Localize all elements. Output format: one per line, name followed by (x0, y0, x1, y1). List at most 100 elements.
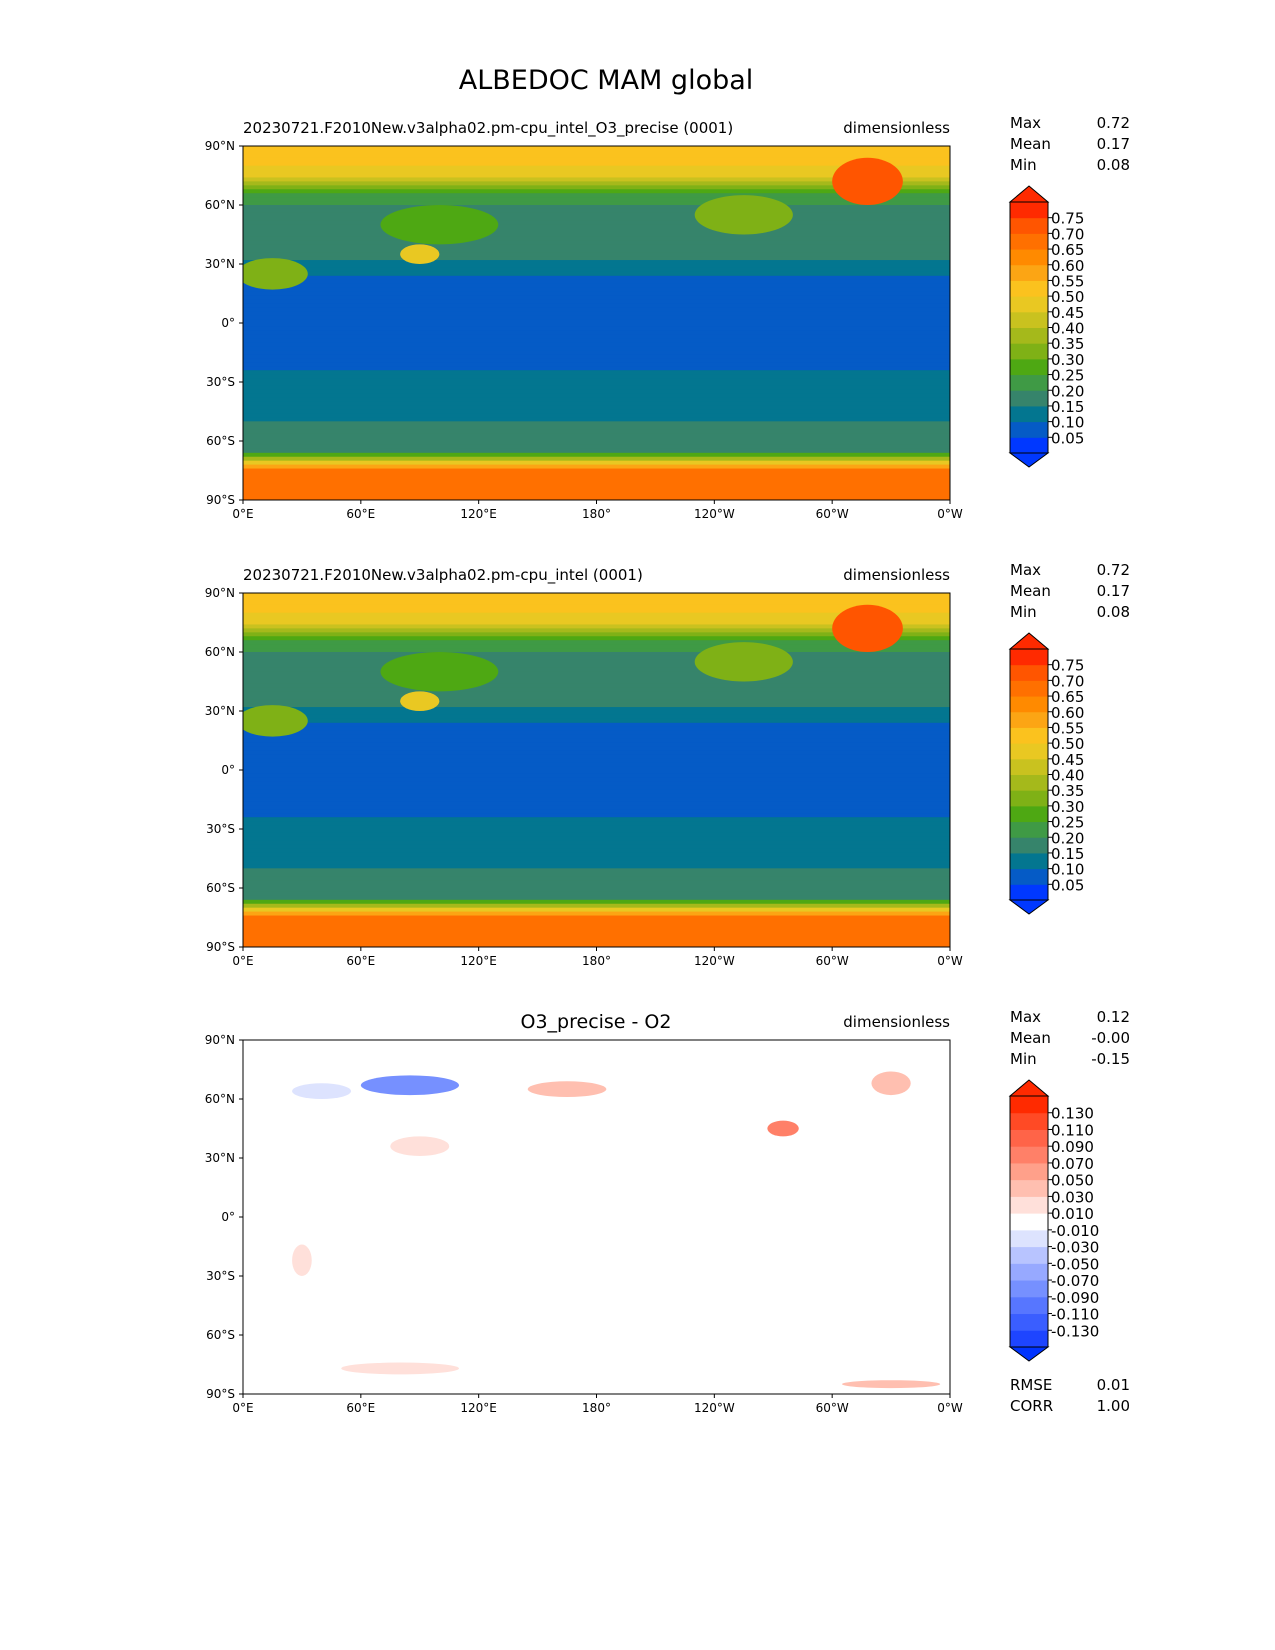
colorbar-swatch (1010, 1096, 1048, 1114)
field-band (243, 393, 950, 399)
field-band (243, 1220, 950, 1226)
colorbar-swatch (1010, 1330, 1048, 1348)
field-band (243, 350, 950, 355)
field-band (243, 899, 950, 905)
field-band (243, 1350, 950, 1356)
field-band (243, 1154, 950, 1159)
stat-label: Max (1010, 114, 1041, 132)
field-band (243, 303, 950, 308)
stat-label: CORR (1010, 1397, 1053, 1415)
field-band (243, 1315, 950, 1320)
field-band (243, 1272, 950, 1277)
field-band (243, 244, 950, 249)
colorbar-swatch (1010, 1229, 1048, 1248)
field-band (243, 1161, 950, 1167)
field-band (243, 193, 950, 198)
field-anomaly (390, 1136, 450, 1157)
map-panel-3: 0°E 60°E 120°E 180° 120°W 60°W 0°W 90°N 60°N 30°N… (205, 1008, 1130, 1415)
field-band (243, 695, 950, 700)
field-band (243, 1138, 950, 1143)
field-band (243, 444, 950, 450)
field-band (243, 460, 950, 466)
field-band (243, 468, 950, 473)
field-band (243, 730, 950, 736)
field-band (243, 295, 950, 300)
field-band (243, 311, 950, 316)
field-band (243, 640, 950, 645)
field-band (243, 1338, 950, 1344)
field-band (243, 405, 950, 411)
field-band (243, 1193, 950, 1198)
colorbar-swatch (1010, 296, 1048, 313)
field-band (243, 927, 950, 932)
field-band (243, 1311, 950, 1316)
field-band (243, 275, 950, 281)
field-band (243, 679, 950, 684)
colorbar-swatch (1010, 249, 1048, 266)
colorbar-tick-label: 0.50 (1051, 288, 1084, 306)
field-band (243, 1106, 950, 1112)
field-band (243, 880, 950, 885)
colorbar-swatch (1010, 837, 1048, 854)
field-band (243, 805, 950, 810)
field-band (243, 307, 950, 312)
field-band (243, 1102, 950, 1108)
colorbar-swatch (1010, 884, 1048, 901)
field-band (243, 707, 950, 712)
field-band (243, 1142, 950, 1147)
colorbar-swatch (1010, 649, 1048, 666)
field-band (243, 1382, 950, 1387)
colorbar-swatch (1010, 1196, 1048, 1214)
field-band (243, 699, 950, 704)
field-band (243, 691, 950, 696)
y-tick-label: 30°S (206, 822, 235, 836)
field-band (243, 433, 950, 438)
field-band (243, 173, 950, 178)
field-band (243, 1299, 950, 1305)
field-anomaly (341, 1362, 460, 1375)
stat-label: Min (1010, 156, 1037, 174)
colorbar-extend-low (1008, 1346, 1050, 1362)
y-tick-label: 90°S (206, 493, 235, 507)
colorbar-tick-label: -0.090 (1051, 1289, 1099, 1307)
field-band (243, 734, 950, 740)
field-band (243, 915, 950, 920)
stat-label: Min (1010, 1050, 1037, 1068)
units-label: dimensionless (843, 1013, 950, 1031)
colorbar-tick-label: 0.60 (1051, 704, 1084, 722)
x-tick-label: 120°W (694, 954, 735, 968)
colorbar-tick-label: 0.090 (1051, 1138, 1094, 1156)
field-band (243, 409, 950, 414)
field-band (243, 1075, 950, 1080)
field-anomaly (400, 691, 440, 712)
field-band (243, 1213, 950, 1218)
field-band (243, 703, 950, 708)
field-band (243, 480, 950, 485)
field-band (243, 149, 950, 155)
field-band (243, 153, 950, 159)
colorbar-swatch (1010, 1263, 1048, 1281)
field-band (243, 766, 950, 771)
field-band (243, 620, 950, 625)
colorbar-tick-label: 0.15 (1051, 398, 1084, 416)
colorbar-swatch (1010, 358, 1048, 376)
colorbar-tick-label: 0.30 (1051, 798, 1084, 816)
field-band (243, 189, 950, 194)
colorbar-swatch (1010, 1129, 1048, 1147)
colorbar-swatch (1010, 1280, 1048, 1298)
colorbar-tick-label: -0.110 (1051, 1306, 1099, 1324)
field-band (243, 1248, 950, 1253)
field-band (243, 604, 950, 610)
stat-value: 0.72 (1097, 114, 1130, 132)
field-band (243, 1295, 950, 1301)
colorbar-tick-label: 0.20 (1051, 829, 1084, 847)
stat-value: 0.12 (1097, 1008, 1130, 1026)
field-band (243, 185, 950, 190)
field-band (243, 785, 950, 791)
field-band (243, 813, 950, 818)
field-band (243, 931, 950, 936)
field-band (243, 177, 950, 182)
colorbar-swatch (1010, 327, 1048, 344)
colorbar-swatch (1010, 774, 1048, 791)
field-band (243, 801, 950, 806)
